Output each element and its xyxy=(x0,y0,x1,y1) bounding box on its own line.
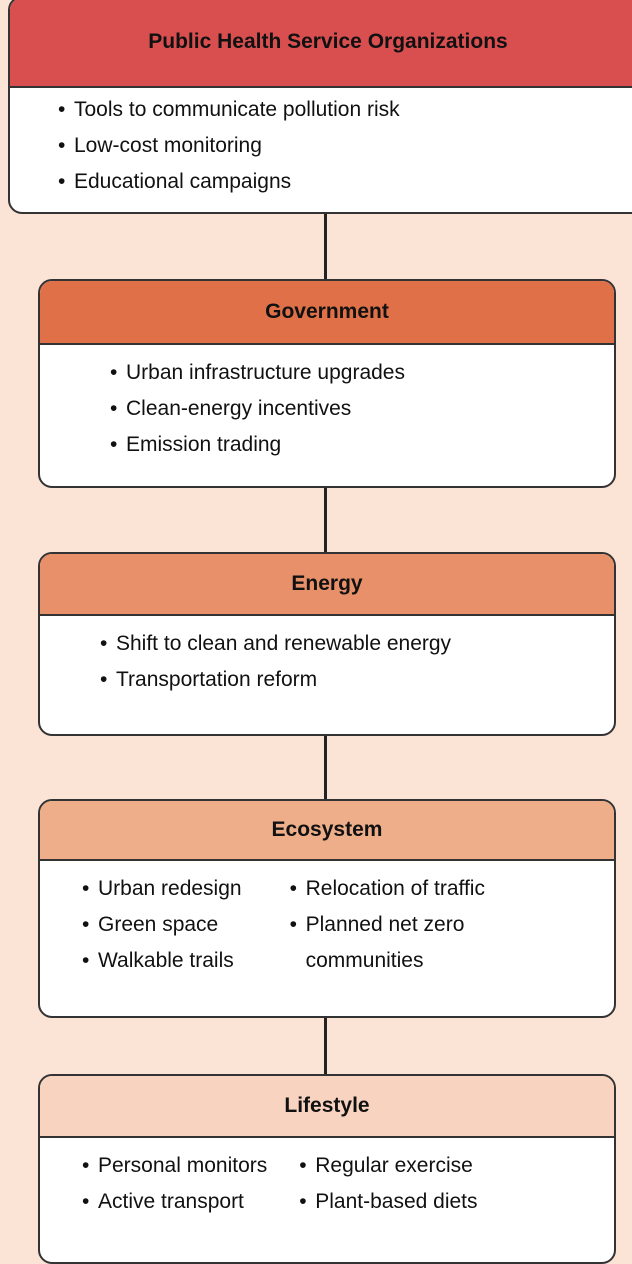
item: Emission trading xyxy=(110,427,405,463)
connector xyxy=(324,486,327,553)
node-title: Public Health Service Organizations xyxy=(10,0,632,88)
node-items: Urban infrastructure upgradesClean-energ… xyxy=(40,345,614,463)
item: Planned net zero communities xyxy=(290,907,540,979)
node-title: Energy xyxy=(40,554,614,616)
item: Shift to clean and renewable energy xyxy=(100,626,451,662)
item: Relocation of traffic xyxy=(290,871,540,907)
connector xyxy=(324,734,327,800)
node-title: Government xyxy=(40,281,614,345)
item: Active transport xyxy=(82,1184,267,1220)
item-column: Urban redesignGreen spaceWalkable trails xyxy=(82,871,242,979)
node-items: Tools to communicate pollution riskLow-c… xyxy=(10,88,632,200)
item: Green space xyxy=(82,907,242,943)
item-column: Relocation of trafficPlanned net zero co… xyxy=(290,871,540,979)
item: Clean-energy incentives xyxy=(110,391,405,427)
item-column: Regular exercisePlant-based diets xyxy=(299,1148,477,1220)
node-box: LifestylePersonal monitorsActive transpo… xyxy=(38,1074,616,1264)
item-column: Tools to communicate pollution riskLow-c… xyxy=(58,92,400,200)
item: Low-cost monitoring xyxy=(58,128,400,164)
item: Urban redesign xyxy=(82,871,242,907)
node-box: Government Urban infrastructure upgradesC… xyxy=(38,279,616,488)
item: Educational campaigns xyxy=(58,164,400,200)
item: Personal monitors xyxy=(82,1148,267,1184)
item: Plant-based diets xyxy=(299,1184,477,1220)
node-title: Lifestyle xyxy=(40,1076,614,1138)
connector xyxy=(324,212,327,280)
node-items: Urban redesignGreen spaceWalkable trails… xyxy=(40,861,614,979)
item: Walkable trails xyxy=(82,943,242,979)
item: Transportation reform xyxy=(100,662,451,698)
node-box: EcosystemUrban redesignGreen spaceWalkab… xyxy=(38,799,616,1018)
node-box: Public Health Service OrganizationsTools… xyxy=(8,0,632,214)
item-column: Urban infrastructure upgradesClean-energ… xyxy=(110,355,405,463)
item: Urban infrastructure upgrades xyxy=(110,355,405,391)
item: Regular exercise xyxy=(299,1148,477,1184)
node-title: Ecosystem xyxy=(40,801,614,861)
node-box: Energy Shift to clean and renewable energ… xyxy=(38,552,616,736)
item-column: Shift to clean and renewable energyTrans… xyxy=(100,626,451,698)
node-items: Shift to clean and renewable energyTrans… xyxy=(40,616,614,698)
item-column: Personal monitorsActive transport xyxy=(82,1148,267,1220)
connector xyxy=(324,1016,327,1075)
item: Tools to communicate pollution risk xyxy=(58,92,400,128)
node-items: Personal monitorsActive transport Regular… xyxy=(40,1138,614,1220)
